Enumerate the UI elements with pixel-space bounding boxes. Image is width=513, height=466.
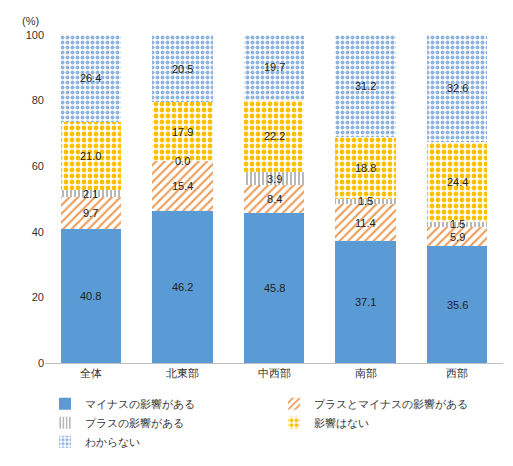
svg-text:プラスとマイナスの影響がある: プラスとマイナスの影響がある xyxy=(314,398,468,410)
svg-text:26.4: 26.4 xyxy=(80,72,101,84)
svg-text:11.4: 11.4 xyxy=(355,217,376,229)
svg-text:1.5: 1.5 xyxy=(450,218,465,230)
svg-text:21.0: 21.0 xyxy=(80,150,101,162)
svg-text:5.9: 5.9 xyxy=(450,231,465,243)
svg-text:2.1: 2.1 xyxy=(83,188,98,200)
svg-text:35.6: 35.6 xyxy=(447,299,468,311)
svg-text:31.2: 31.2 xyxy=(355,80,376,92)
svg-text:32.6: 32.6 xyxy=(447,82,468,94)
svg-text:南部: 南部 xyxy=(355,367,377,379)
svg-text:0: 0 xyxy=(38,357,44,369)
svg-text:19.7: 19.7 xyxy=(264,61,285,73)
svg-text:マイナスの影響がある: マイナスの影響がある xyxy=(85,398,195,410)
svg-text:8.4: 8.4 xyxy=(267,193,282,205)
svg-text:中西部: 中西部 xyxy=(258,367,291,379)
svg-text:24.4: 24.4 xyxy=(447,176,468,188)
svg-text:100: 100 xyxy=(26,29,44,41)
svg-text:(%): (%) xyxy=(22,15,39,27)
svg-text:全体: 全体 xyxy=(80,367,102,379)
svg-text:40.8: 40.8 xyxy=(80,290,101,302)
svg-text:0.0: 0.0 xyxy=(175,155,190,167)
svg-text:17.9: 17.9 xyxy=(172,126,193,138)
svg-text:60: 60 xyxy=(32,160,44,172)
svg-text:22.2: 22.2 xyxy=(264,130,285,142)
svg-text:40: 40 xyxy=(32,226,44,238)
svg-text:45.8: 45.8 xyxy=(264,282,285,294)
svg-text:20.5: 20.5 xyxy=(172,63,193,75)
svg-text:46.2: 46.2 xyxy=(172,281,193,293)
svg-text:80: 80 xyxy=(32,94,44,106)
svg-text:3.9: 3.9 xyxy=(267,173,282,185)
svg-text:北東部: 北東部 xyxy=(166,367,199,379)
svg-text:プラスの影響がある: プラスの影響がある xyxy=(85,417,184,429)
svg-text:1.5: 1.5 xyxy=(358,195,373,207)
svg-text:15.4: 15.4 xyxy=(172,180,193,192)
svg-text:影響はない: 影響はない xyxy=(314,417,369,429)
svg-text:西部: 西部 xyxy=(446,367,468,379)
svg-text:18.8: 18.8 xyxy=(355,162,376,174)
svg-text:20: 20 xyxy=(32,291,44,303)
svg-text:わからない: わからない xyxy=(85,436,140,448)
svg-text:9.7: 9.7 xyxy=(83,207,98,219)
svg-text:37.1: 37.1 xyxy=(355,296,376,308)
